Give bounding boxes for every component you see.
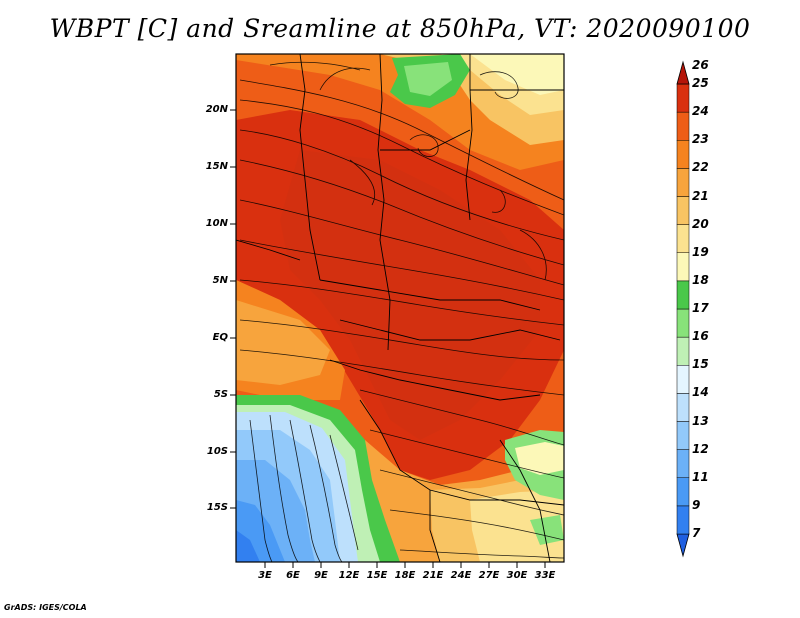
lat-label-eq: EQ xyxy=(212,332,228,343)
colorbar-segment xyxy=(676,505,690,535)
lon-label-9e: 9E xyxy=(314,570,328,581)
colorbar-segment xyxy=(676,140,690,169)
lon-label-24e: 24E xyxy=(450,570,472,581)
lon-label-6e: 6E xyxy=(286,570,300,581)
lon-label-27e: 27E xyxy=(478,570,500,581)
colorbar-segment xyxy=(676,83,690,113)
lon-label-15e: 15E xyxy=(366,570,388,581)
colorbar-label: 17 xyxy=(692,301,709,315)
lon-label-30e: 30E xyxy=(506,570,528,581)
colorbar-segment xyxy=(676,421,690,450)
colorbar-segment xyxy=(676,449,690,478)
wbpt-field xyxy=(236,54,564,562)
colorbar-label: 24 xyxy=(692,104,709,119)
colorbar-lower-arrow xyxy=(676,533,690,558)
colorbar-segment xyxy=(676,308,690,338)
colorbar-label: 9 xyxy=(692,497,701,512)
colorbar-label: 18 xyxy=(692,272,709,287)
lat-label-15n: 15N xyxy=(205,161,228,172)
grads-credit: GrADS: IGES/COLA xyxy=(4,603,87,612)
colorbar-segment xyxy=(676,393,690,422)
colorbar-label: 15 xyxy=(692,357,709,372)
colorbar-segment xyxy=(676,168,690,197)
colorbar-label: 26 xyxy=(692,58,709,72)
colorbar-segment xyxy=(676,336,690,366)
lat-label-15s: 15S xyxy=(206,502,228,513)
colorbar-label: 16 xyxy=(692,329,709,344)
colorbar-label: 19 xyxy=(692,244,709,259)
lat-label-5n: 5N xyxy=(212,275,228,286)
colorbar-segment xyxy=(676,477,690,507)
lat-label-10n: 10N xyxy=(205,218,228,229)
colorbar-label: 20 xyxy=(692,216,709,231)
colorbar-segment xyxy=(676,280,690,310)
colorbar-upper-arrow xyxy=(676,60,690,85)
colorbar-label: 7 xyxy=(692,526,701,540)
axis-ticks xyxy=(230,109,546,568)
colorbar-label: 14 xyxy=(692,385,709,400)
colorbar-segment xyxy=(676,196,690,225)
lon-label-21e: 21E xyxy=(422,570,444,581)
colorbar-label: 25 xyxy=(692,76,709,90)
lat-label-5s: 5S xyxy=(213,389,228,400)
lon-label-12e: 12E xyxy=(338,570,360,581)
colorbar-label: 11 xyxy=(692,469,709,484)
colorbar-label: 23 xyxy=(692,132,709,147)
lat-label-10s: 10S xyxy=(206,446,228,457)
colorbar-label: 22 xyxy=(692,160,709,175)
colorbar-label: 13 xyxy=(692,413,709,428)
colorbar-label: 12 xyxy=(692,441,709,456)
lon-label-33e: 33E xyxy=(534,570,556,581)
map-title: WBPT [C] and Sreamline at 850hPa, VT: 20… xyxy=(49,14,751,43)
lon-label-18e: 18E xyxy=(394,570,416,581)
colorbar-segment xyxy=(676,224,690,253)
colorbar xyxy=(676,60,690,558)
lon-label-3e: 3E xyxy=(258,570,272,581)
colorbar-segment xyxy=(676,252,690,282)
colorbar-segment xyxy=(676,111,690,141)
lat-label-20n: 20N xyxy=(205,104,228,115)
colorbar-segment xyxy=(676,365,690,394)
colorbar-label: 21 xyxy=(692,188,709,203)
